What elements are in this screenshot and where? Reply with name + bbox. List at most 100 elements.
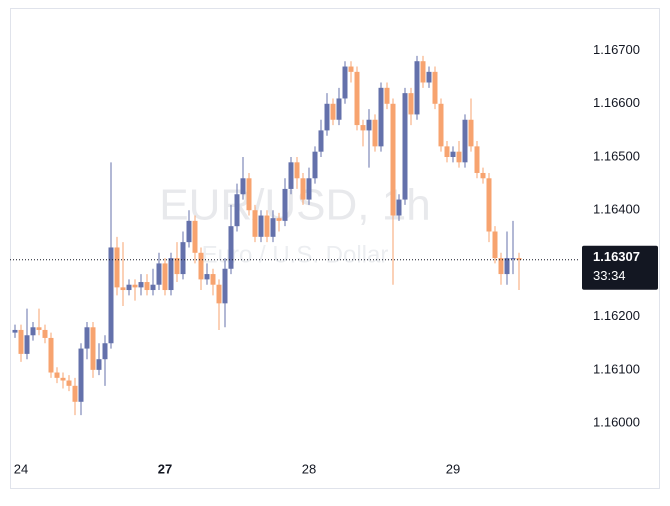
candle-body	[336, 98, 342, 120]
candle-body	[432, 71, 438, 104]
candle-body	[444, 146, 450, 157]
candle-body	[342, 66, 348, 99]
countdown-label: 33:34	[593, 268, 626, 283]
candle-body	[402, 93, 408, 200]
candle-body	[282, 188, 288, 221]
candle-body	[324, 103, 330, 131]
candle-body	[294, 162, 300, 179]
candle-body	[348, 66, 354, 72]
y-tick-label: 1.16400	[593, 202, 640, 217]
candle-body	[312, 151, 318, 179]
candle-body	[12, 329, 18, 333]
candle-body	[510, 258, 516, 260]
candle-body	[132, 284, 138, 288]
candle-body	[240, 178, 246, 195]
candle-body	[300, 178, 306, 200]
candle-body	[276, 218, 282, 221]
candle-body	[468, 119, 474, 147]
candle-body	[162, 263, 168, 291]
y-tick-label: 1.16600	[593, 95, 640, 110]
candle-body	[96, 359, 102, 370]
candle-body	[204, 274, 210, 280]
candle-body	[450, 151, 456, 157]
candle-body	[144, 282, 150, 291]
candle-body	[360, 125, 366, 131]
candle-body	[396, 199, 402, 216]
y-tick-label: 1.16500	[593, 148, 640, 163]
candle-body	[456, 151, 462, 163]
candle-body	[120, 287, 126, 291]
candle-body	[462, 119, 468, 163]
last-price-box	[582, 245, 658, 290]
candle-body	[426, 71, 432, 83]
last-price-label: 1.16307	[593, 249, 640, 264]
candle-body	[330, 103, 336, 120]
candle-body	[66, 380, 72, 386]
x-tick-label: 24	[14, 461, 28, 476]
candle-body	[54, 372, 60, 378]
candle-body	[156, 263, 162, 285]
candle-body	[288, 162, 294, 189]
x-tick-label: 27	[158, 461, 172, 476]
candle-body	[318, 130, 324, 152]
candle-body	[390, 103, 396, 216]
candle-body	[60, 377, 66, 381]
candle-body	[504, 258, 510, 275]
candle-body	[186, 220, 192, 243]
y-tick-label: 1.16700	[593, 42, 640, 57]
candle-body	[258, 215, 264, 237]
candle-body	[474, 146, 480, 173]
candle-body	[150, 284, 156, 291]
candle-body	[192, 220, 198, 253]
x-tick-label: 29	[446, 461, 460, 476]
candle-body	[438, 103, 444, 147]
candle-body	[516, 258, 522, 260]
candle-body	[48, 337, 54, 373]
candle-body	[378, 87, 384, 147]
y-tick-label: 1.16000	[593, 415, 640, 430]
candle-body	[24, 335, 30, 354]
candle-body	[174, 258, 180, 275]
watermark: EUR/USD, 1h	[159, 181, 430, 230]
candle-body	[126, 284, 132, 291]
candle-body	[372, 119, 378, 147]
candle-body	[486, 178, 492, 232]
candle-body	[498, 258, 504, 275]
candle-body	[354, 71, 360, 126]
candle-body	[180, 242, 186, 275]
candle-body	[414, 61, 420, 115]
candle-body	[102, 343, 108, 360]
candle-body	[108, 247, 114, 344]
candle-body	[114, 247, 120, 288]
candle-body	[36, 327, 42, 330]
candle-body	[216, 284, 222, 304]
candle-body	[222, 268, 228, 304]
candle-body	[480, 172, 486, 179]
candle-body	[198, 252, 204, 280]
candle-body	[264, 215, 270, 237]
candle-body	[78, 348, 84, 402]
candle-body	[138, 282, 144, 288]
candle-body	[420, 61, 426, 83]
candle-body	[252, 210, 258, 237]
candle-body	[492, 231, 498, 259]
candle-body	[90, 327, 96, 370]
candle-body	[72, 385, 78, 402]
candle-body	[168, 258, 174, 291]
candle-body	[408, 93, 414, 115]
candle-body	[30, 327, 36, 336]
candle-body	[228, 226, 234, 269]
candle-body	[18, 329, 24, 354]
candle-body	[270, 218, 276, 237]
candle-body	[210, 274, 216, 285]
candle-body	[306, 178, 312, 200]
candle-body	[366, 119, 372, 131]
candle-body	[246, 178, 252, 211]
x-tick-label: 28	[302, 461, 316, 476]
candle-body	[384, 87, 390, 104]
candle-body	[84, 327, 90, 349]
y-tick-label: 1.16100	[593, 361, 640, 376]
chart-frame	[10, 8, 660, 489]
y-tick-label: 1.16200	[593, 308, 640, 323]
